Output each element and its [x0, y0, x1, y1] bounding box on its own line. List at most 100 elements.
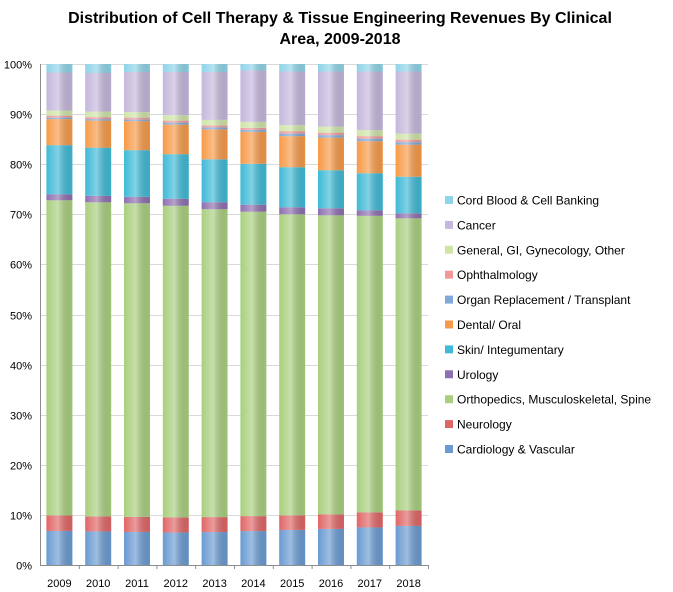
bar-segment-sheen — [356, 512, 383, 528]
bar-segment-sheen — [279, 71, 306, 126]
bar-segment-sheen — [356, 71, 383, 131]
y-tick-label: 40% — [10, 361, 32, 373]
bar-segment-sheen — [279, 125, 306, 132]
legend-swatch — [445, 220, 453, 229]
x-tick-label: 2015 — [280, 578, 304, 590]
bar-segment-sheen — [162, 198, 189, 206]
legend-item: General, GI, Gynecology, Other — [445, 243, 625, 257]
bar-segment-sheen — [46, 194, 73, 201]
bar-stack-2018 — [395, 64, 422, 565]
bar-segment-sheen — [162, 532, 189, 565]
bar-stack-2011 — [124, 64, 150, 565]
bar-segment-sheen — [124, 196, 150, 204]
y-tick-label: 70% — [10, 210, 32, 222]
bar-segment-sheen — [395, 64, 422, 72]
bar-stack-2009 — [46, 64, 73, 565]
legend-swatch — [445, 370, 453, 379]
bar-segment-sheen — [318, 135, 344, 138]
x-tick-label: 2018 — [396, 578, 420, 590]
bar-segment-sheen — [240, 531, 267, 565]
bar-stack-2013 — [201, 64, 228, 565]
bar-segment-sheen — [318, 71, 344, 127]
legend: Cord Blood & Cell Banking Cancer General, … — [445, 194, 651, 457]
bar-segment-sheen — [356, 210, 383, 216]
bar-segment-sheen — [318, 137, 344, 171]
bar-segment-sheen — [85, 516, 112, 532]
legend-item: Cancer — [445, 218, 496, 232]
bar-segment-sheen — [395, 133, 422, 140]
bar-segment-sheen — [395, 139, 422, 143]
bar-segment-sheen — [279, 529, 306, 565]
bar-segment-sheen — [318, 126, 344, 133]
bar-segment-sheen — [85, 73, 112, 112]
bar-segment-sheen — [124, 150, 150, 197]
legend-item: Urology — [445, 368, 498, 382]
bar-segment-sheen — [356, 173, 383, 211]
bar-segment-sheen — [318, 170, 344, 209]
legend-swatch — [445, 445, 453, 453]
bar-segment-sheen — [201, 71, 228, 120]
bar-stack-2016 — [318, 64, 344, 565]
bar-segment-sheen — [124, 531, 150, 565]
bar-segment-sheen — [395, 176, 422, 214]
x-tick-label: 2010 — [86, 578, 110, 590]
bar-segment-sheen — [46, 64, 73, 73]
bar-segment-sheen — [279, 207, 306, 215]
bar-segment-sheen — [201, 64, 228, 72]
bar-segment-sheen — [279, 131, 306, 134]
bar-segment-sheen — [46, 117, 73, 120]
x-tick-label: 2011 — [125, 578, 149, 590]
bar-segment-sheen — [395, 71, 422, 134]
bar-segment-sheen — [162, 115, 189, 121]
bar-segment-sheen — [279, 64, 306, 72]
bar-segment-sheen — [162, 205, 189, 518]
bar-segment-sheen — [46, 119, 73, 146]
legend-item: Cardiology & Vascular — [445, 443, 575, 457]
legend-swatch — [445, 270, 453, 279]
bar-segment-sheen — [201, 127, 228, 130]
x-tick-label: 2014 — [241, 578, 265, 590]
bar-segment-sheen — [395, 218, 422, 511]
bar-segment-sheen — [124, 203, 150, 517]
bar-segment-sheen — [395, 213, 422, 219]
bar-segment-sheen — [85, 64, 112, 74]
legend-label: Skin/ Integumentary — [457, 343, 564, 357]
bar-segment-sheen — [201, 532, 228, 565]
bar-segment-sheen — [395, 510, 422, 526]
legend-swatch — [445, 420, 453, 429]
bar-segment-sheen — [162, 120, 189, 123]
bar-stack-2017 — [356, 64, 383, 565]
bar-segment-sheen — [395, 142, 422, 145]
bar-segment-sheen — [279, 167, 306, 208]
bar-segment-sheen — [46, 72, 73, 111]
bar-segment-sheen — [124, 117, 150, 120]
bar-segment-sheen — [162, 122, 189, 125]
legend-swatch — [445, 196, 453, 204]
bar-segment-sheen — [201, 202, 228, 210]
chart-title: Distribution of Cell Therapy & Tissue En… — [68, 10, 612, 48]
bar-segment-sheen — [162, 517, 189, 533]
legend-swatch — [445, 345, 453, 354]
bar-segment-sheen — [85, 119, 112, 121]
y-tick-label: 30% — [10, 411, 32, 423]
bar-segment-sheen — [318, 64, 344, 72]
bar-segment-sheen — [240, 131, 267, 164]
bar-segment-sheen — [46, 200, 73, 516]
bar-stack-2010 — [85, 64, 112, 565]
bar-segment-sheen — [162, 154, 189, 199]
bar-segment-sheen — [240, 163, 267, 205]
bar-segment-sheen — [356, 64, 383, 72]
legend-swatch — [445, 320, 453, 329]
bar-segment-sheen — [162, 72, 189, 116]
legend-label: Orthopedics, Musculoskeletal, Spine — [457, 393, 651, 407]
bar-segment-sheen — [240, 127, 267, 130]
legend-label: Dental/ Oral — [457, 318, 521, 332]
bar-segment-sheen — [46, 145, 73, 195]
bar-segment-sheen — [240, 70, 267, 122]
legend-item: Cord Blood & Cell Banking — [445, 194, 599, 208]
legend-item: Neurology — [445, 418, 512, 432]
bar-stack-2015 — [279, 64, 306, 565]
legend-swatch — [445, 245, 453, 254]
y-tick-label: 90% — [10, 110, 32, 122]
